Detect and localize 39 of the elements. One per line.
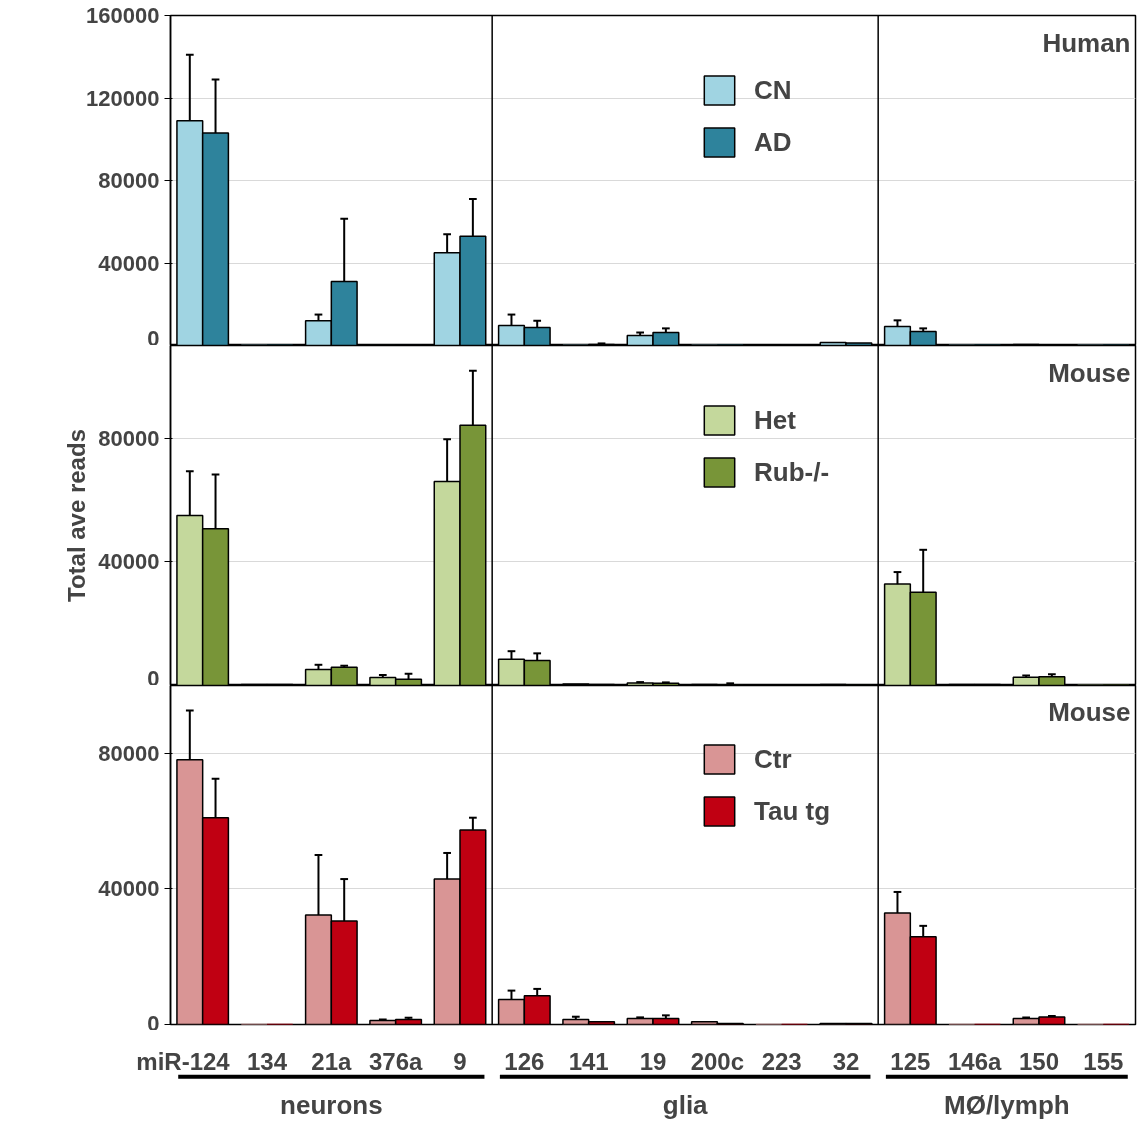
x-tick-label: 125 <box>890 1047 931 1075</box>
y-tick-label: 0 <box>147 1010 160 1036</box>
x-tick-label: 134 <box>246 1047 288 1075</box>
x-tick-label: 126 <box>504 1047 545 1075</box>
y-tick-label: 0 <box>147 325 160 351</box>
y-tick-label: 80000 <box>98 168 160 193</box>
y-tick-label: 40000 <box>98 876 160 902</box>
y-tick-label: 40000 <box>98 250 160 276</box>
chart-title: Mouse <box>1048 696 1131 727</box>
legend-label: Ctr <box>754 743 792 775</box>
legend-label: Het <box>754 404 796 436</box>
x-tick-label: 19 <box>639 1047 667 1075</box>
y-tick-label: 160000 <box>86 3 160 28</box>
x-tick-label: miR-124 <box>136 1047 231 1075</box>
text: glia <box>662 1089 709 1120</box>
legend-label: AD <box>754 126 792 158</box>
y-tick-label: 80000 <box>98 740 160 766</box>
x-tick-label: 141 <box>568 1047 609 1075</box>
text: MØ/lymph <box>944 1089 1070 1120</box>
x-tick-label: 223 <box>761 1047 802 1075</box>
x-tick-label: 155 <box>1083 1047 1124 1075</box>
x-tick-label: 146a <box>947 1047 1003 1075</box>
x-tick-label: 9 <box>453 1047 467 1075</box>
x-tick-label: 200c <box>690 1047 745 1075</box>
text: neurons <box>280 1089 383 1120</box>
legend-label: Rub-/- <box>754 456 830 488</box>
y-axis-title: Total ave reads <box>63 429 91 602</box>
x-tick-label: 32 <box>832 1047 860 1075</box>
legend-label: Tau tg <box>754 795 831 827</box>
x-tick-label: 376a <box>368 1047 424 1075</box>
y-tick-label: 0 <box>147 665 160 691</box>
legend-label: CN <box>754 74 792 106</box>
text: Mouse <box>1048 357 1131 388</box>
y-tick-label: 40000 <box>98 549 160 575</box>
x-tick-label: 21a <box>311 1047 353 1075</box>
x-tick-label: 150 <box>1018 1047 1060 1075</box>
y-tick-label: 120000 <box>86 85 160 111</box>
text: Human <box>1042 27 1131 58</box>
y-tick-label: 80000 <box>98 425 160 451</box>
